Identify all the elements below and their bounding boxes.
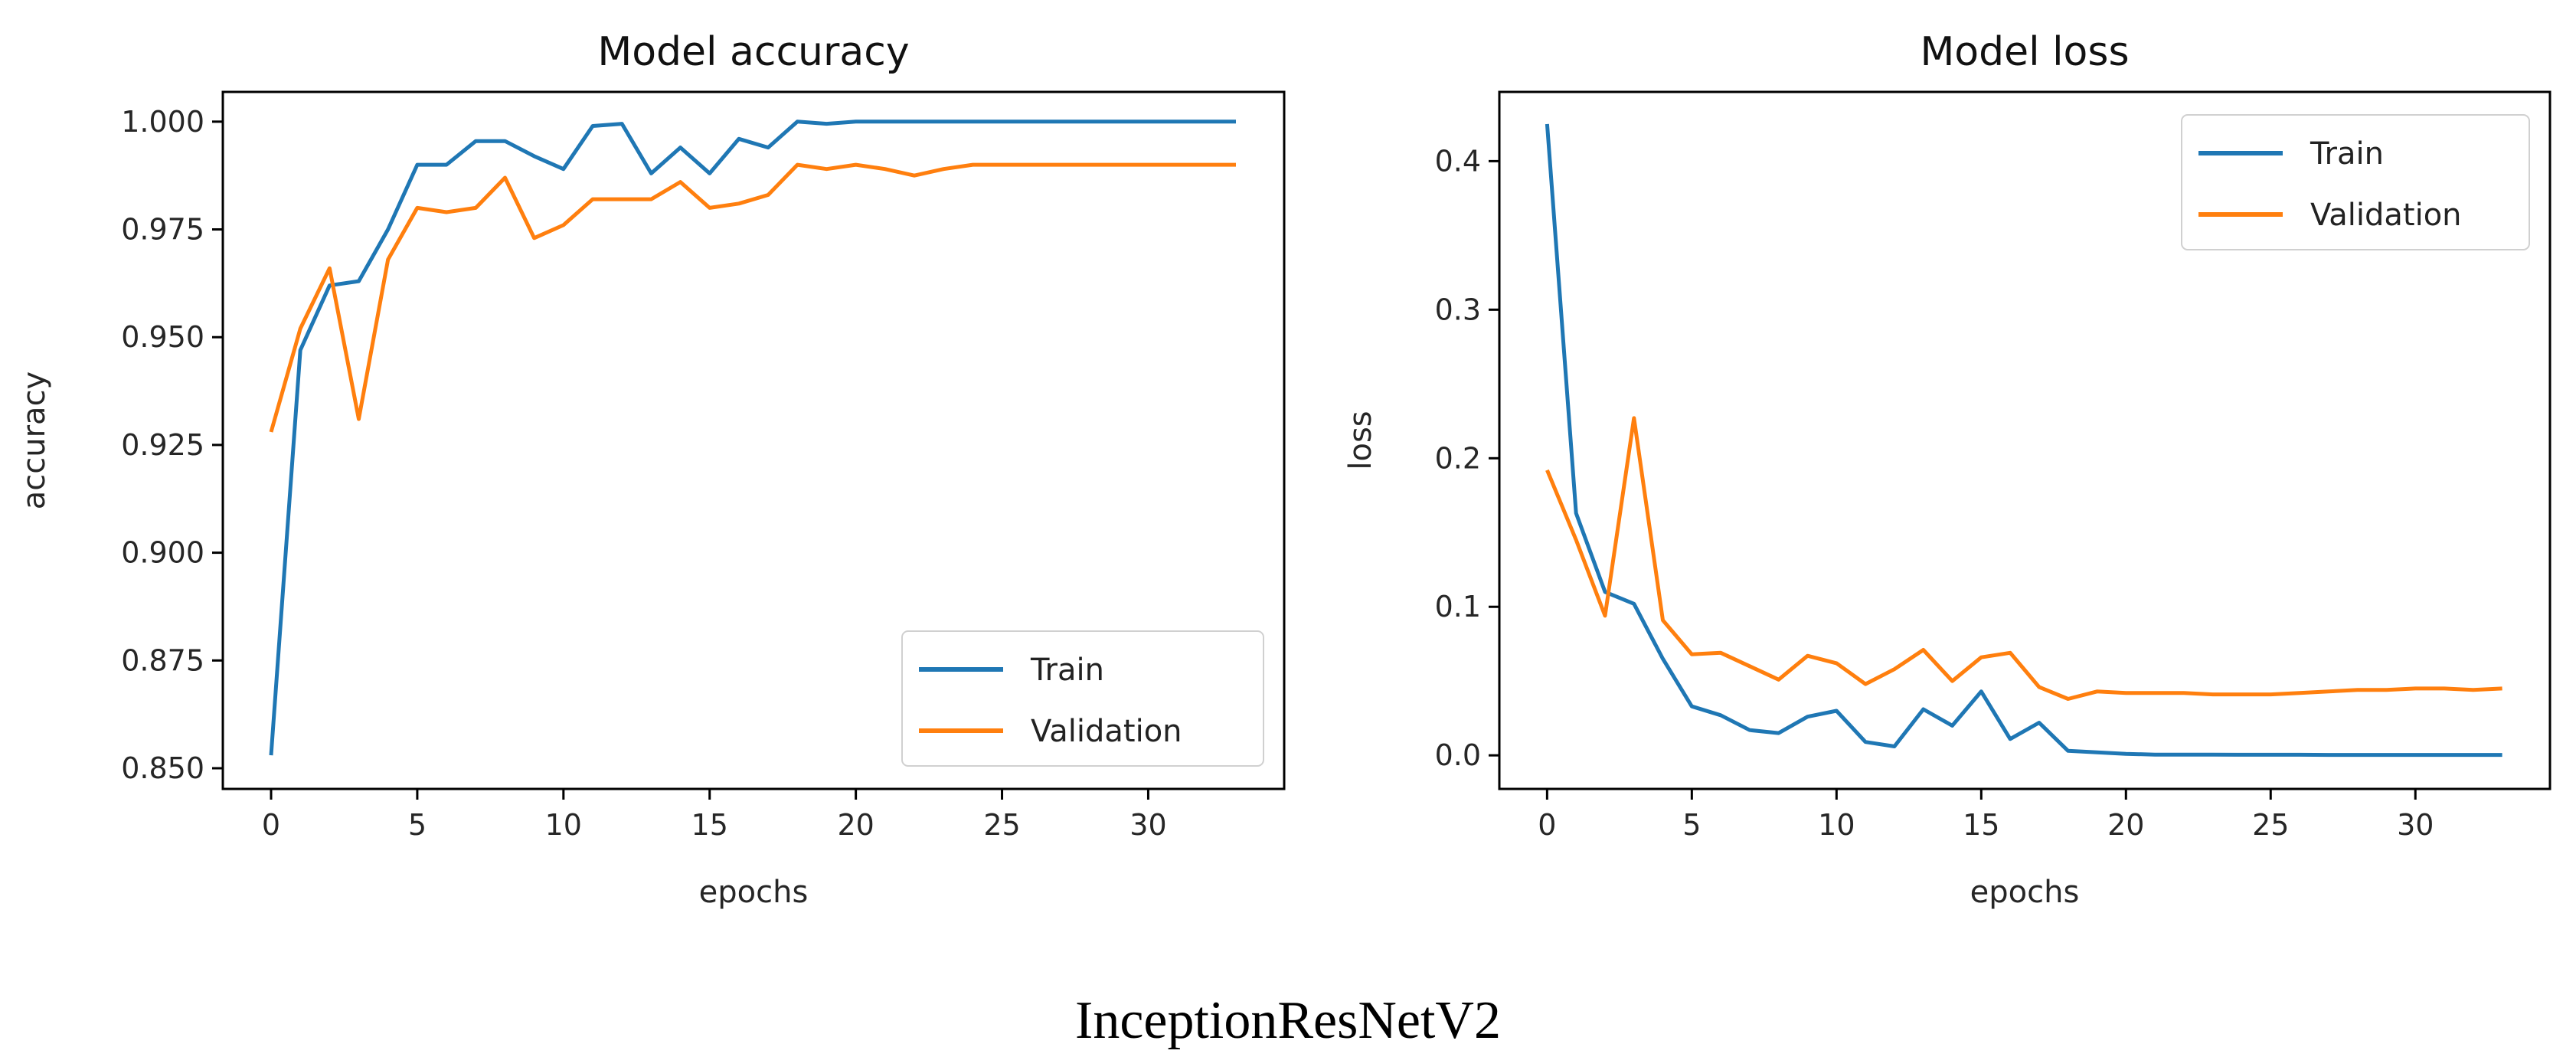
legend-label: Validation xyxy=(2310,198,2462,233)
y-tick-label: 0.925 xyxy=(121,428,204,462)
legend: Train Validation xyxy=(901,630,1264,767)
series-line-train xyxy=(269,119,1236,756)
legend-label: Validation xyxy=(1031,714,1182,749)
x-tick-label: 20 xyxy=(837,808,874,842)
y-tick-label: 0.2 xyxy=(1435,441,1481,475)
x-tick-label: 25 xyxy=(2252,808,2289,842)
y-tick-label: 0.875 xyxy=(121,643,204,677)
y-tick-label: 0.900 xyxy=(121,536,204,570)
x-tick-label: 15 xyxy=(1963,808,1999,842)
x-axis-label: epochs xyxy=(699,875,809,910)
x-tick-label: 30 xyxy=(1129,808,1166,842)
x-tick-label: 5 xyxy=(1682,808,1701,842)
y-tick-label: 0.3 xyxy=(1435,293,1481,326)
x-axis-label: epochs xyxy=(1970,875,2080,910)
y-tick-label: 0.0 xyxy=(1435,738,1481,772)
legend: Train Validation xyxy=(2181,114,2530,250)
x-tick-label: 30 xyxy=(2397,808,2434,842)
axes-frame xyxy=(1498,90,2551,790)
x-tick-label: 0 xyxy=(1538,808,1556,842)
y-tick-label: 0.850 xyxy=(121,751,204,785)
chart-title: Model loss xyxy=(1920,29,2129,75)
axes-frame xyxy=(221,90,1286,790)
y-tick-label: 1.000 xyxy=(121,105,204,139)
legend-label: Train xyxy=(1030,653,1104,688)
y-tick-label: 0.950 xyxy=(121,320,204,354)
series-line-validation xyxy=(1545,416,2502,701)
chart-title: Model accuracy xyxy=(597,29,909,75)
x-tick-label: 0 xyxy=(262,808,280,842)
x-tick-label: 10 xyxy=(545,808,582,842)
x-tick-label: 5 xyxy=(408,808,427,842)
y-tick-label: 0.975 xyxy=(121,213,204,247)
y-axis-label: accuracy xyxy=(17,371,52,509)
x-tick-label: 10 xyxy=(1818,808,1855,842)
x-tick-label: 20 xyxy=(2107,808,2144,842)
y-tick-label: 0.4 xyxy=(1435,144,1481,178)
figure-caption: InceptionResNetV2 xyxy=(1075,991,1501,1050)
series-line-validation xyxy=(269,162,1236,433)
y-axis-label: loss xyxy=(1343,411,1378,470)
y-tick-label: 0.1 xyxy=(1435,590,1481,623)
accuracy-chart: Model accuracy epochs accuracy 0 5 10 15 20 2… xyxy=(17,29,1286,910)
x-tick-label: 25 xyxy=(983,808,1020,842)
legend-label: Train xyxy=(2310,136,2384,172)
x-tick-label: 15 xyxy=(691,808,728,842)
loss-chart: Model loss epochs loss 0 5 10 15 20 25 30 0.0 0.… xyxy=(1343,29,2551,910)
series-line-train xyxy=(1545,123,2502,758)
